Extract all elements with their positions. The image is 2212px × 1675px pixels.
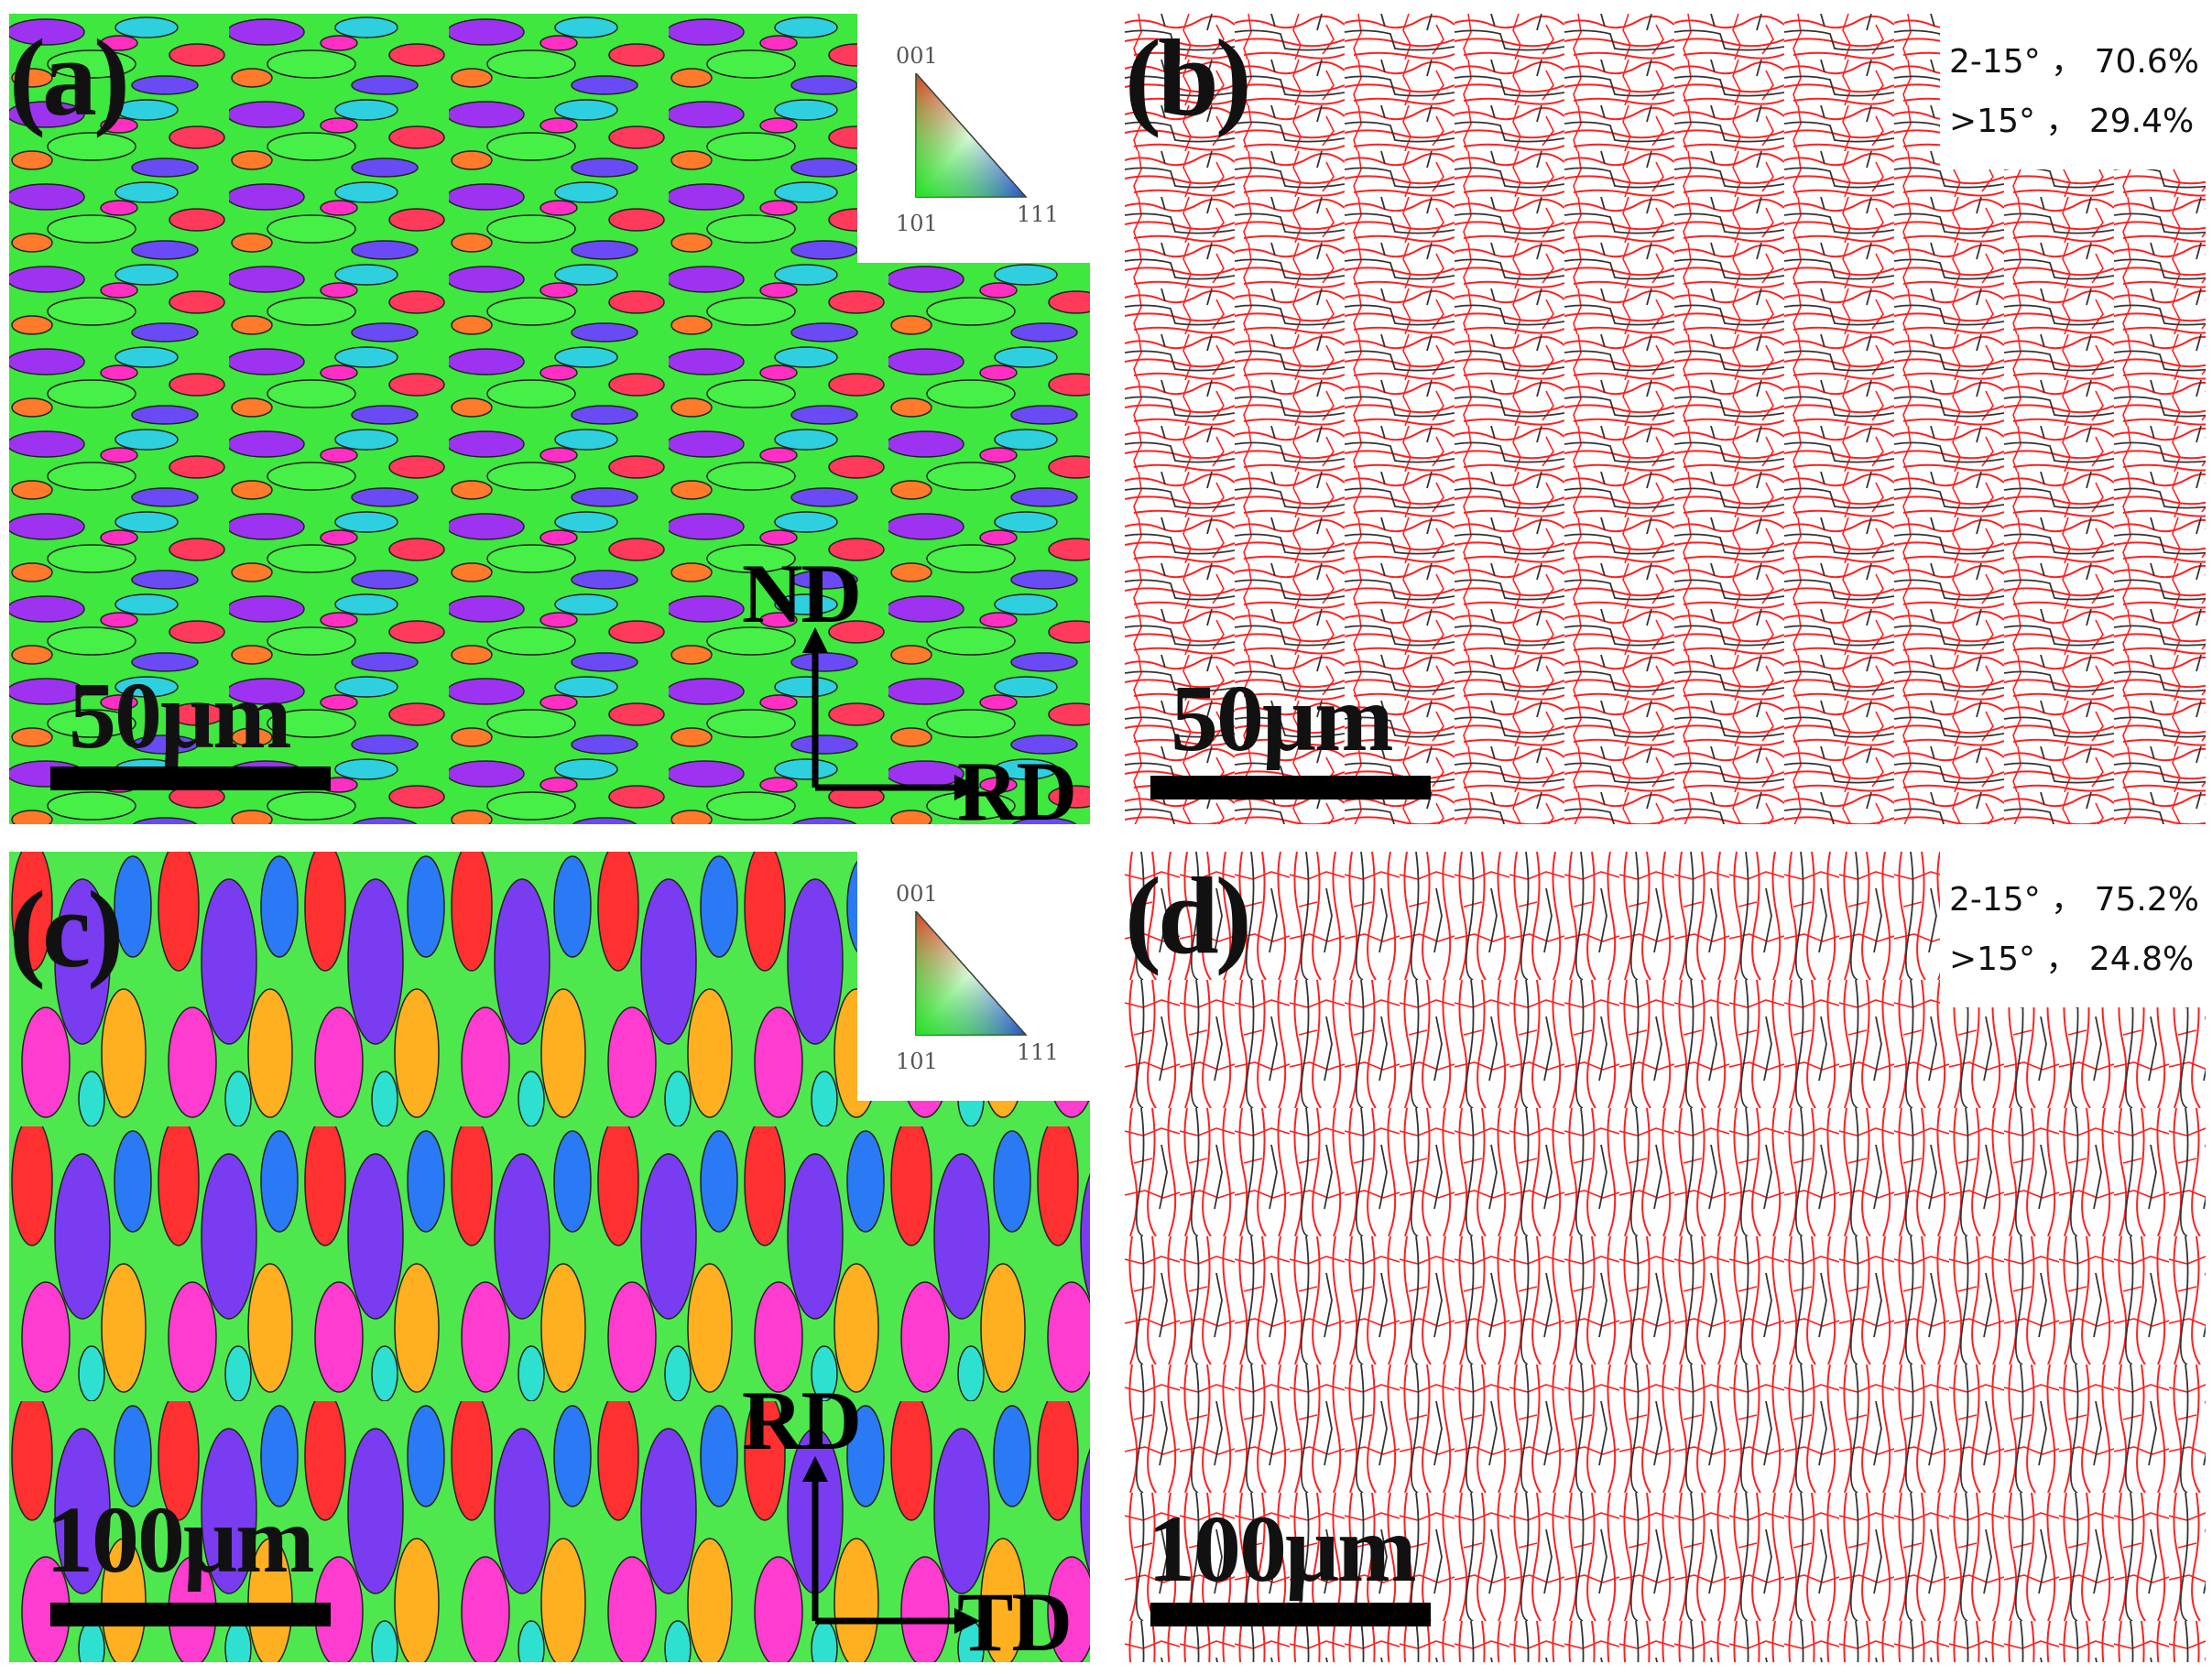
panel-c: 001 101 111 (c) 100μm RD TD: [9, 852, 1090, 1662]
ipf-label-101: 101: [896, 1049, 938, 1074]
scale-bar-b: [1150, 776, 1431, 799]
scale-bar-a: [50, 767, 331, 790]
axis-label-rd: RD: [957, 745, 1077, 824]
ipf-label-111: 111: [1017, 1039, 1059, 1065]
scale-text-a: 50μm: [69, 663, 292, 768]
axis-arrows-c: [802, 1456, 980, 1634]
axis-label-nd: ND: [742, 547, 862, 640]
ipf-label-101: 101: [896, 211, 938, 236]
scale-text-c: 100μm: [46, 1487, 315, 1593]
stat-low-angle-d: 2-15° ， 75.2%: [1949, 881, 2199, 919]
panel-label-b: (b): [1125, 16, 1252, 138]
scale-text-d: 100μm: [1148, 1496, 1417, 1602]
panel-label-a: (a): [9, 16, 130, 138]
axis-label-td: TD: [957, 1575, 1073, 1662]
ipf-label-001: 001: [896, 43, 938, 69]
scale-text-b: 50μm: [1171, 666, 1394, 771]
axis-label-rd: RD: [742, 1374, 862, 1467]
panel-b: 2-15° ， 70.6% >15° ， 29.4% (b) 50μm: [1125, 14, 2206, 824]
ipf-label-111: 111: [1017, 201, 1059, 227]
stats-box-d: [1940, 852, 2206, 1007]
panel-d: 2-15° ， 75.2% >15° ， 24.8% (d) 100μm: [1125, 852, 2206, 1662]
stat-high-angle-b: >15° ， 29.4%: [1949, 103, 2195, 140]
axis-arrows-a: [802, 627, 980, 800]
scale-bar-c: [50, 1603, 331, 1626]
ipf-label-001: 001: [896, 881, 938, 907]
panel-a: 001 101 111 (a) 50μm ND RD: [9, 14, 1090, 824]
ipf-triangle-a: [915, 73, 1028, 198]
panel-label-c: (c): [9, 868, 124, 990]
stats-box-b: [1940, 14, 2206, 169]
panel-label-d: (d): [1125, 854, 1252, 976]
ipf-triangle-c: [915, 911, 1028, 1036]
stat-high-angle-d: >15° ， 24.8%: [1949, 941, 2195, 978]
stat-low-angle-b: 2-15° ， 70.6%: [1949, 43, 2199, 81]
scale-bar-d: [1150, 1603, 1431, 1626]
